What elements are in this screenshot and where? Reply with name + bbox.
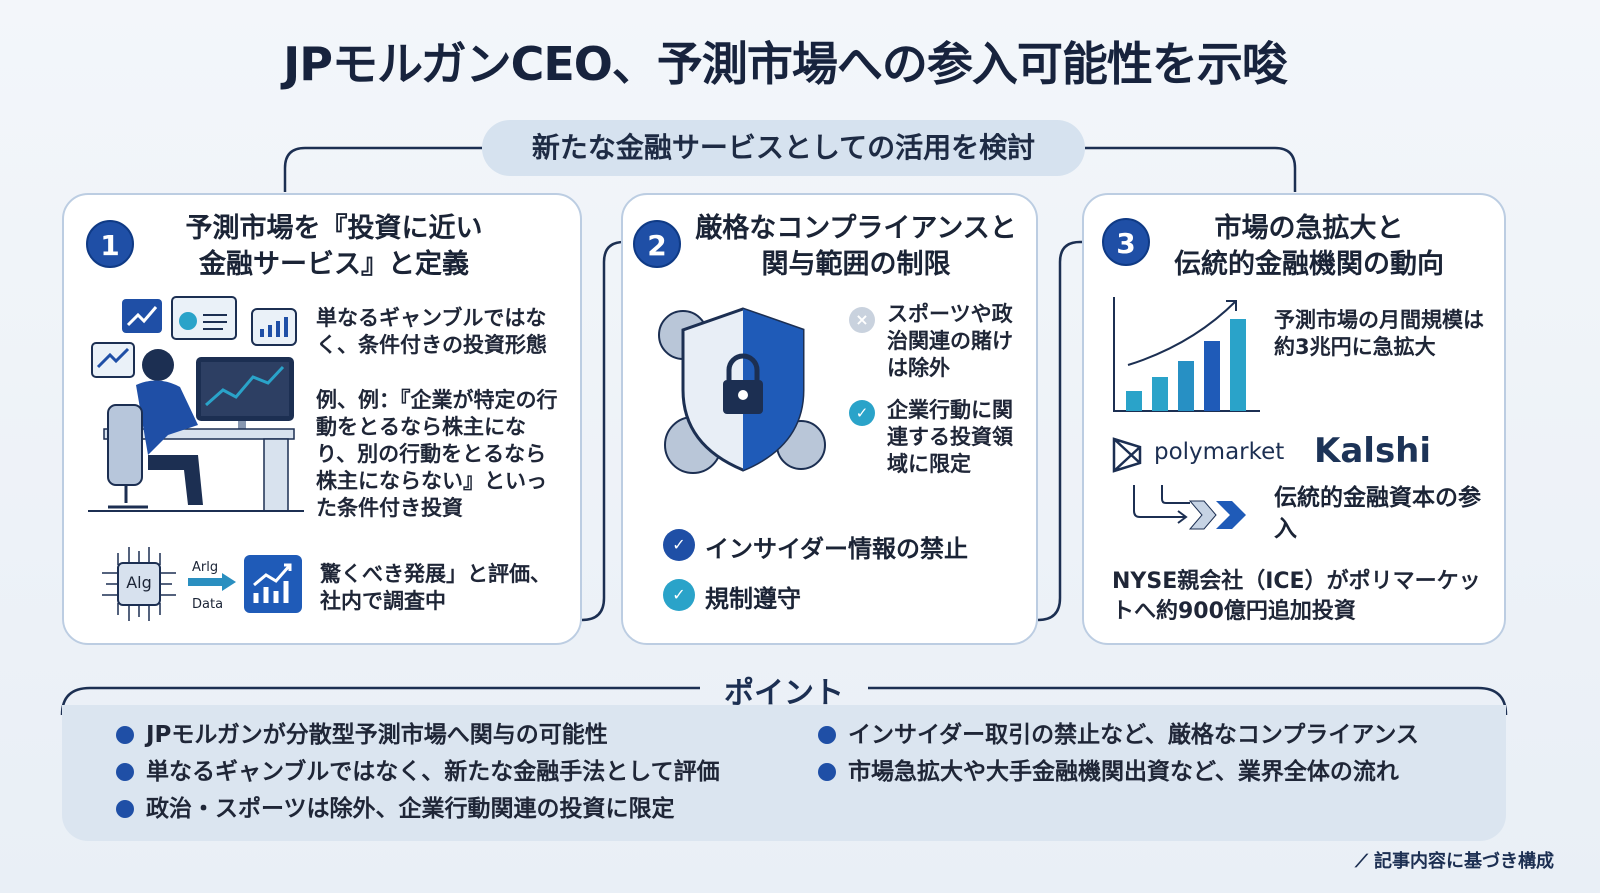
check-item-compliance: 規制遵守	[705, 585, 801, 613]
points-panel	[62, 705, 1506, 841]
polymarket-logo-icon	[1112, 437, 1142, 473]
card-2: 2 厳格なコンプライアンスと 関与範囲の制限 × スポーツや政治関連の賭けは除外…	[621, 193, 1038, 645]
card-1-heading: 予測市場を『投資に近い 金融サービス』と定義	[144, 211, 524, 283]
nyse-text: NYSE親会社（ICE）がポリマーケットへ約900億円追加投資	[1112, 569, 1481, 624]
bullet-icon	[116, 726, 134, 744]
shield-lock-icon	[658, 307, 826, 474]
step-number-3: 3	[1102, 218, 1150, 266]
heading-line: 厳格なコンプライアンスと	[695, 213, 1017, 244]
point-item: 政治・スポーツは除外、企業行動関連の投資に限定	[116, 791, 720, 828]
trend-line-icon: ⟋	[1355, 851, 1368, 872]
card-3-heading: 市場の急拡大と 伝統的金融機関の動向	[1144, 211, 1474, 283]
bullet-icon	[818, 726, 836, 744]
excluded-text: スポーツや政治関連の賭けは除外	[887, 302, 1013, 380]
point-item: 市場急拡大や大手金融機関出資など、業界全体の流れ	[818, 754, 1419, 791]
limited-text: 企業行動に関連する投資領域に限定	[887, 398, 1013, 476]
flow-arrows-icon	[1133, 485, 1246, 530]
points-right-column: インサイダー取引の禁止など、厳格なコンプライアンス 市場急拡大や大手金融機関出資…	[818, 717, 1419, 791]
bullet-icon	[818, 763, 836, 781]
subtitle-pill: 新たな金融サービスとしての活用を検討	[482, 120, 1085, 176]
kalshi-logo: Kalshi	[1314, 431, 1432, 471]
check-circle-icon: ✓	[849, 400, 875, 426]
step-number-1: 1	[86, 220, 134, 268]
bullet-icon	[116, 763, 134, 781]
algorithm-chip-icon: Alg	[98, 543, 180, 625]
points-title: ポイント	[724, 676, 844, 711]
check-circle-icon: ✓	[663, 579, 695, 611]
capital-text: 伝統的金融資本の参入	[1274, 485, 1481, 542]
card-2-heading: 厳格なコンプライアンスと 関与範囲の制限	[681, 211, 1031, 283]
heading-line: 伝統的金融機関の動向	[1174, 249, 1444, 280]
arrow-right-icon	[188, 573, 238, 591]
point-item: 単なるギャンブルではなく、新たな金融手法として評価	[116, 754, 720, 791]
heading-line: 金融サービス』と定義	[199, 249, 469, 280]
footer-note: ⟋ 記事内容に基づき構成	[1355, 851, 1554, 872]
card-1: 1 予測市場を『投資に近い 金融サービス』と定義 単なるギャンブルではなく、条件…	[62, 193, 582, 645]
x-circle-icon: ×	[849, 307, 875, 333]
card-3: 3 市場の急拡大と 伝統的金融機関の動向 予測市場の月間規模は約3兆円に急拡大 …	[1082, 193, 1506, 645]
heading-line: 予測市場を『投資に近い	[185, 213, 483, 244]
check-item-insider: インサイダー情報の禁止	[705, 535, 969, 563]
step-number-2: 2	[633, 220, 681, 268]
check-circle-icon: ✓	[663, 529, 695, 561]
heading-line: 関与範囲の制限	[761, 249, 951, 280]
arrow-label-top: Arlg	[192, 560, 219, 575]
heading-line: 市場の急拡大と	[1214, 213, 1404, 244]
person-at-computer-icon	[88, 296, 304, 512]
bullet-icon	[116, 800, 134, 818]
page-title: JPモルガンCEO、予測市場への参入可能性を示唆	[283, 37, 1288, 91]
point-item: インサイダー取引の禁止など、厳格なコンプライアンス	[818, 717, 1419, 754]
growth-text: 予測市場の月間規模は約3兆円に急拡大	[1274, 308, 1484, 359]
polymarket-logo: polymarket	[1154, 439, 1285, 465]
growth-bar-chart-icon	[1113, 297, 1260, 412]
card-1-text-3: 驚くべき発展」と評価、社内で調査中	[320, 562, 551, 613]
point-item: JPモルガンが分散型予測市場へ関与の可能性	[116, 717, 720, 754]
points-left-column: JPモルガンが分散型予測市場へ関与の可能性 単なるギャンブルではなく、新たな金融…	[116, 717, 720, 828]
card-1-text-2: 例、例：『企業が特定の行動をとるなら株主になり、別の行動をとるなら株主にならない…	[316, 388, 558, 520]
growth-chart-icon	[244, 555, 302, 613]
arrow-label-bottom: Data	[192, 597, 224, 612]
card-1-text-1: 単なるギャンブルではなく、条件付きの投資形態	[316, 306, 547, 357]
chip-label: Alg	[126, 573, 152, 592]
